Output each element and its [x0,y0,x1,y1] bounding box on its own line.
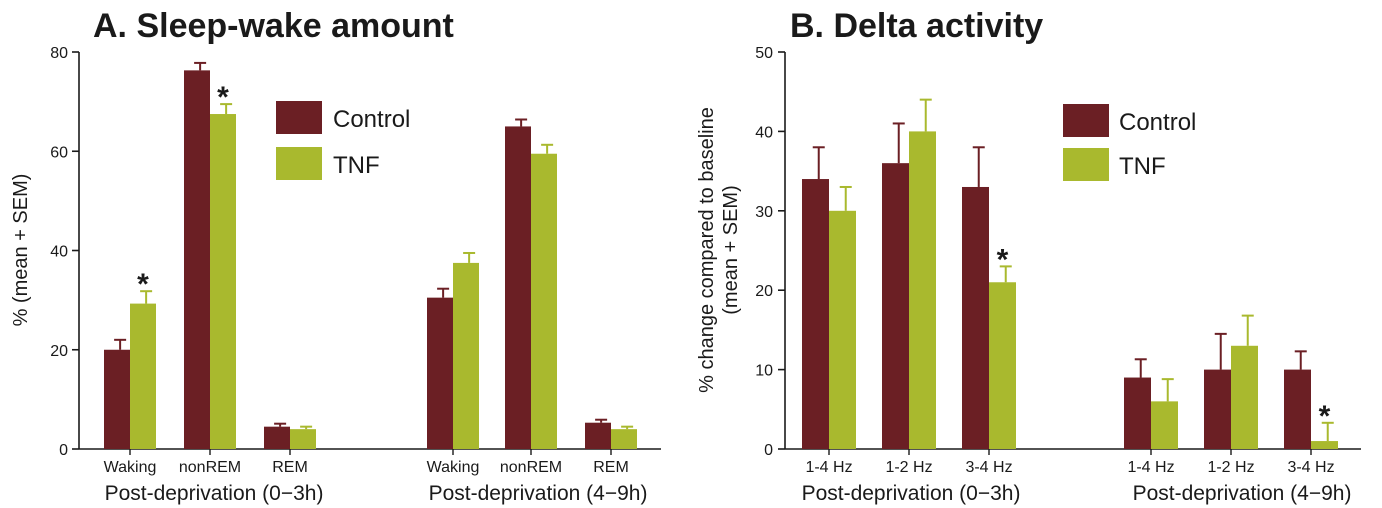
bar-tnf [1231,345,1258,449]
category-label: REM [593,459,629,476]
bar-tnf [290,429,316,449]
group-label: Post-deprivation (0−3h) [105,482,324,505]
y-tick-label: 50 [755,45,773,62]
category-label: 1-2 Hz [885,459,932,476]
bar-tnf [531,153,557,449]
significance-asterisk: * [217,81,229,114]
panel-a-legend: Control TNF [276,101,410,180]
panel-b-legend: Control TNF [1063,104,1196,181]
y-tick-label: 0 [764,442,773,459]
panel-axes: 0 10 20 30 40 50 [755,45,1361,459]
bar-control [585,422,611,449]
bar-control [427,297,453,449]
category-label: nonREM [179,459,241,476]
significance-asterisk: * [137,268,149,301]
y-tick-label: 60 [50,144,68,161]
legend-label-control: Control [333,106,410,133]
panel-a-sleep-wake-amount: A. Sleep-wake amount % (mean + SEM) Cont… [10,7,661,505]
bar-tnf [1151,401,1178,449]
panel-a-y-axis-label: % (mean + SEM) [10,174,32,327]
panel-a-title: A. Sleep-wake amount [93,7,454,45]
bar-tnf [130,303,156,449]
panel-b-delta-activity: B. Delta activity % change compared to b… [696,7,1361,505]
legend-swatch-tnf [276,147,322,180]
category-label: REM [272,459,308,476]
panel-b-title: B. Delta activity [790,7,1043,45]
significance-asterisk: * [1319,400,1331,433]
y-tick-label: 0 [59,442,68,459]
legend-label-tnf: TNF [1119,153,1166,180]
category-label: nonREM [500,459,562,476]
category-label: 1-4 Hz [1127,459,1174,476]
bar-tnf [829,210,856,449]
category-label: 3-4 Hz [1287,459,1334,476]
category-label: Waking [104,459,157,476]
y-tick-label: 20 [755,283,773,300]
category-label: Waking [427,459,480,476]
legend-swatch-control [276,101,322,134]
group-label: Post-deprivation (4−9h) [429,482,648,505]
y-tick-label: 30 [755,204,773,221]
bar-tnf [210,114,236,449]
bar-control [1124,377,1151,449]
bar-control [505,126,531,449]
bar-tnf [989,282,1016,449]
y-tick-label: 80 [50,45,68,62]
bar-control [264,426,290,449]
y-tick-label: 10 [755,363,773,380]
group-label: Post-deprivation (0−3h) [802,482,1021,505]
bar-tnf [909,131,936,449]
panel-axes: 0 20 40 60 80 [50,45,661,459]
bar-control [802,179,829,450]
legend-swatch-tnf [1063,148,1109,181]
panel-b-y-axis-label-line1: % change compared to baseline [696,107,718,393]
category-label: 3-4 Hz [965,459,1012,476]
bar-tnf [1311,441,1338,449]
category-label: 1-4 Hz [805,459,852,476]
bar-control [184,70,210,449]
bar-control [962,186,989,450]
panel-b-y-axis-label-line2: (mean + SEM) [720,185,742,314]
legend-swatch-control [1063,104,1109,137]
category-label: 1-2 Hz [1207,459,1254,476]
bar-control [882,163,909,449]
y-tick-label: 40 [755,124,773,141]
bar-control [1204,369,1231,449]
bar-tnf [611,429,637,449]
y-tick-label: 20 [50,343,68,360]
legend-label-control: Control [1119,109,1196,136]
bar-control [104,349,130,449]
y-tick-label: 40 [50,244,68,261]
bar-control [1284,369,1311,449]
group-label: Post-deprivation (4−9h) [1133,482,1352,505]
legend-label-tnf: TNF [333,152,380,179]
bar-tnf [453,262,479,449]
significance-asterisk: * [997,243,1009,276]
